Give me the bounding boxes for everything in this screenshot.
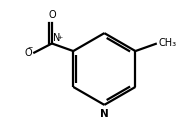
Text: +: + (58, 35, 63, 40)
Text: O: O (48, 10, 56, 20)
Text: CH₃: CH₃ (158, 39, 176, 48)
Text: N: N (100, 109, 109, 119)
Text: N: N (53, 33, 60, 43)
Text: O: O (24, 48, 32, 58)
Text: −: − (27, 44, 33, 49)
